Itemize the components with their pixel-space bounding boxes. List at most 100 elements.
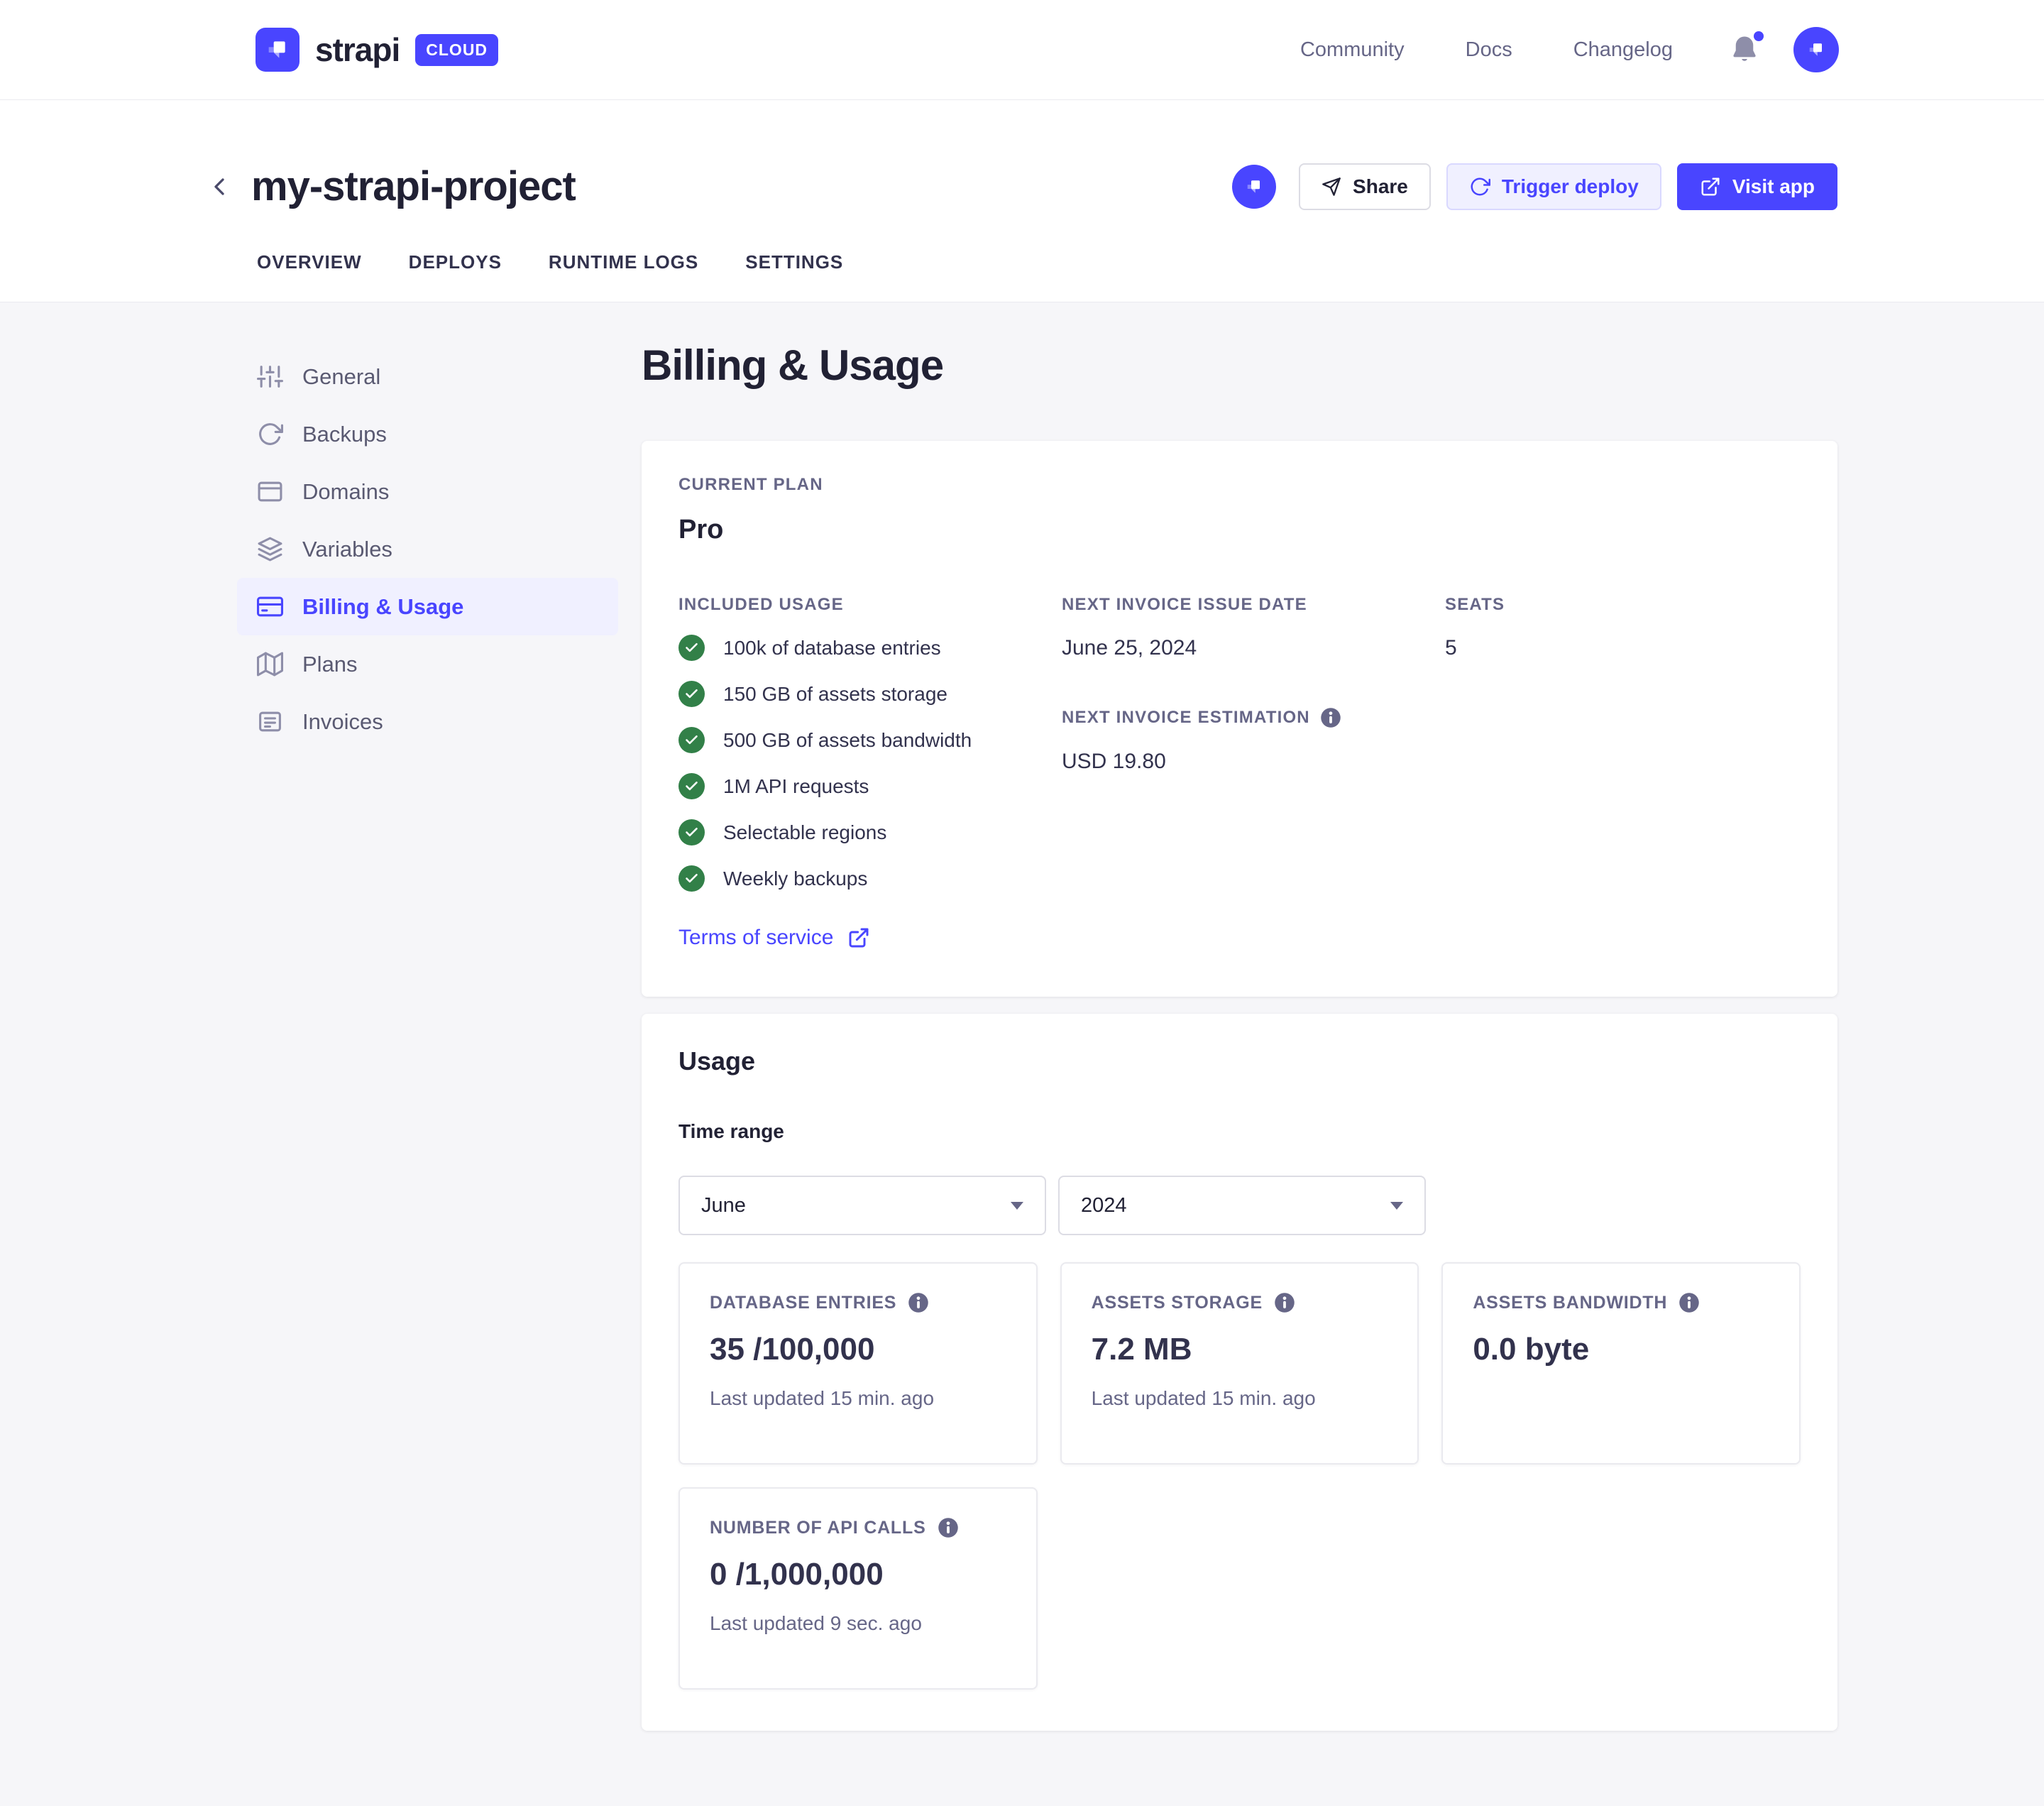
next-invoice-estimation-label: NEXT INVOICE ESTIMATION <box>1062 708 1310 727</box>
sidebar-item-backups[interactable]: Backups <box>237 405 618 463</box>
billing-main: Billing & Usage CURRENT PLAN Pro INCLUDE… <box>642 341 1837 1731</box>
tab-deploys[interactable]: DEPLOYS <box>408 251 502 273</box>
nav-link-community[interactable]: Community <box>1300 38 1405 61</box>
seats-column: SEATS 5 <box>1445 595 1801 950</box>
usage-tiles: DATABASE ENTRIES 35 /100,000 Last update… <box>678 1262 1801 1690</box>
send-icon <box>1322 177 1341 196</box>
sidebar-item-billing-usage[interactable]: Billing & Usage <box>237 578 618 635</box>
tile-updated: Last updated 9 sec. ago <box>710 1612 922 1634</box>
sidebar-item-label: General <box>302 363 381 389</box>
month-select-value: June <box>701 1193 746 1217</box>
notification-dot <box>1754 31 1764 41</box>
sidebar-item-label: Billing & Usage <box>302 593 464 619</box>
current-plan-label: CURRENT PLAN <box>678 475 823 494</box>
browser-window-icon <box>257 478 283 505</box>
nav-link-changelog[interactable]: Changelog <box>1573 38 1673 61</box>
rotate-icon <box>257 421 283 447</box>
assets-storage-tile: ASSETS STORAGE 7.2 MB Last updated 15 mi… <box>1060 1262 1419 1465</box>
terms-of-service-link[interactable]: Terms of service <box>678 926 870 950</box>
year-select-value: 2024 <box>1081 1193 1127 1217</box>
nav-link-docs[interactable]: Docs <box>1465 38 1512 61</box>
info-icon[interactable] <box>1274 1292 1295 1313</box>
tile-value: 0.0 byte <box>1473 1332 1590 1367</box>
feature-item: Selectable regions <box>678 819 1062 845</box>
terms-of-service-label: Terms of service <box>678 926 834 949</box>
settings-content: General Backups Domains <box>0 302 2044 1806</box>
notifications-bell-icon[interactable] <box>1730 31 1764 67</box>
time-range-label: Time range <box>678 1120 784 1142</box>
layers-icon <box>257 536 283 562</box>
seats-value: 5 <box>1445 636 1457 660</box>
check-icon <box>678 681 705 707</box>
project-title: my-strapi-project <box>251 163 576 209</box>
project-header: my-strapi-project Share <box>0 100 2044 302</box>
chevron-down-icon <box>1390 1201 1403 1210</box>
tile-updated: Last updated 15 min. ago <box>710 1387 935 1409</box>
sidebar-item-label: Domains <box>302 478 390 504</box>
feature-item: 500 GB of assets bandwidth <box>678 727 1062 753</box>
next-invoice-estimation-value: USD 19.80 <box>1062 750 1166 773</box>
tab-settings[interactable]: SETTINGS <box>745 251 844 273</box>
share-button[interactable]: Share <box>1299 163 1431 210</box>
info-icon[interactable] <box>938 1517 959 1538</box>
feature-item: 100k of database entries <box>678 635 1062 661</box>
top-nav: strapi CLOUD Community Docs Changelog <box>0 0 2044 100</box>
sidebar-item-plans[interactable]: Plans <box>237 635 618 693</box>
sidebar-item-label: Backups <box>302 421 387 447</box>
sidebar-item-general[interactable]: General <box>237 348 618 405</box>
trigger-deploy-label: Trigger deploy <box>1501 175 1639 197</box>
back-button[interactable] <box>203 170 236 203</box>
month-select[interactable]: June <box>678 1176 1046 1235</box>
map-icon <box>257 651 283 677</box>
feature-item: 150 GB of assets storage <box>678 681 1062 707</box>
sliders-icon <box>257 363 283 390</box>
brand[interactable]: strapi CLOUD <box>256 28 499 72</box>
visit-app-button[interactable]: Visit app <box>1676 163 1837 210</box>
tile-value: 0 /1,000,000 <box>710 1557 884 1592</box>
check-icon <box>678 635 705 661</box>
refresh-icon <box>1471 177 1490 195</box>
feature-item: Weekly backups <box>678 865 1062 892</box>
seats-label: SEATS <box>1445 595 1505 614</box>
sidebar-item-label: Invoices <box>302 708 383 734</box>
check-icon <box>678 727 705 753</box>
brand-cloud-badge: CLOUD <box>415 33 499 66</box>
trigger-deploy-button[interactable]: Trigger deploy <box>1446 163 1661 210</box>
strapi-logo-icon <box>256 28 300 72</box>
check-icon <box>678 819 705 845</box>
api-calls-tile: NUMBER OF API CALLS 0 /1,000,000 Last up… <box>678 1487 1038 1690</box>
receipt-icon <box>257 708 283 735</box>
sidebar-item-label: Plans <box>302 651 358 677</box>
plan-name: Pro <box>678 515 724 544</box>
usage-title: Usage <box>678 1046 756 1076</box>
tab-runtime-logs[interactable]: RUNTIME LOGS <box>548 251 699 273</box>
sidebar-item-variables[interactable]: Variables <box>237 520 618 578</box>
tile-updated: Last updated 15 min. ago <box>1091 1387 1316 1409</box>
check-icon <box>678 773 705 799</box>
nav-links: Community Docs Changelog <box>1300 38 1673 62</box>
sidebar-item-invoices[interactable]: Invoices <box>237 693 618 750</box>
year-select[interactable]: 2024 <box>1058 1176 1426 1235</box>
info-icon[interactable] <box>908 1292 929 1313</box>
page-title: Billing & Usage <box>642 341 944 389</box>
visit-app-label: Visit app <box>1732 175 1815 197</box>
included-usage-label: INCLUDED USAGE <box>678 595 844 614</box>
credit-card-icon <box>257 593 283 620</box>
check-icon <box>678 865 705 892</box>
sidebar-item-label: Variables <box>302 536 392 562</box>
tab-overview[interactable]: OVERVIEW <box>257 251 362 273</box>
brand-name: strapi <box>315 31 400 68</box>
current-plan-card: CURRENT PLAN Pro INCLUDED USAGE 100k of … <box>642 441 1837 997</box>
database-entries-tile: DATABASE ENTRIES 35 /100,000 Last update… <box>678 1262 1038 1465</box>
external-link-icon <box>1701 177 1720 195</box>
sidebar-item-domains[interactable]: Domains <box>237 463 618 520</box>
settings-sidebar: General Backups Domains <box>237 341 618 750</box>
info-icon[interactable] <box>1678 1292 1700 1313</box>
feature-item: 1M API requests <box>678 773 1062 799</box>
user-avatar[interactable] <box>1793 27 1839 72</box>
assets-bandwidth-tile: ASSETS BANDWIDTH 0.0 byte <box>1441 1262 1801 1465</box>
info-icon[interactable] <box>1320 707 1341 728</box>
project-avatar <box>1232 164 1277 209</box>
next-invoice-date-value: June 25, 2024 <box>1062 636 1197 660</box>
